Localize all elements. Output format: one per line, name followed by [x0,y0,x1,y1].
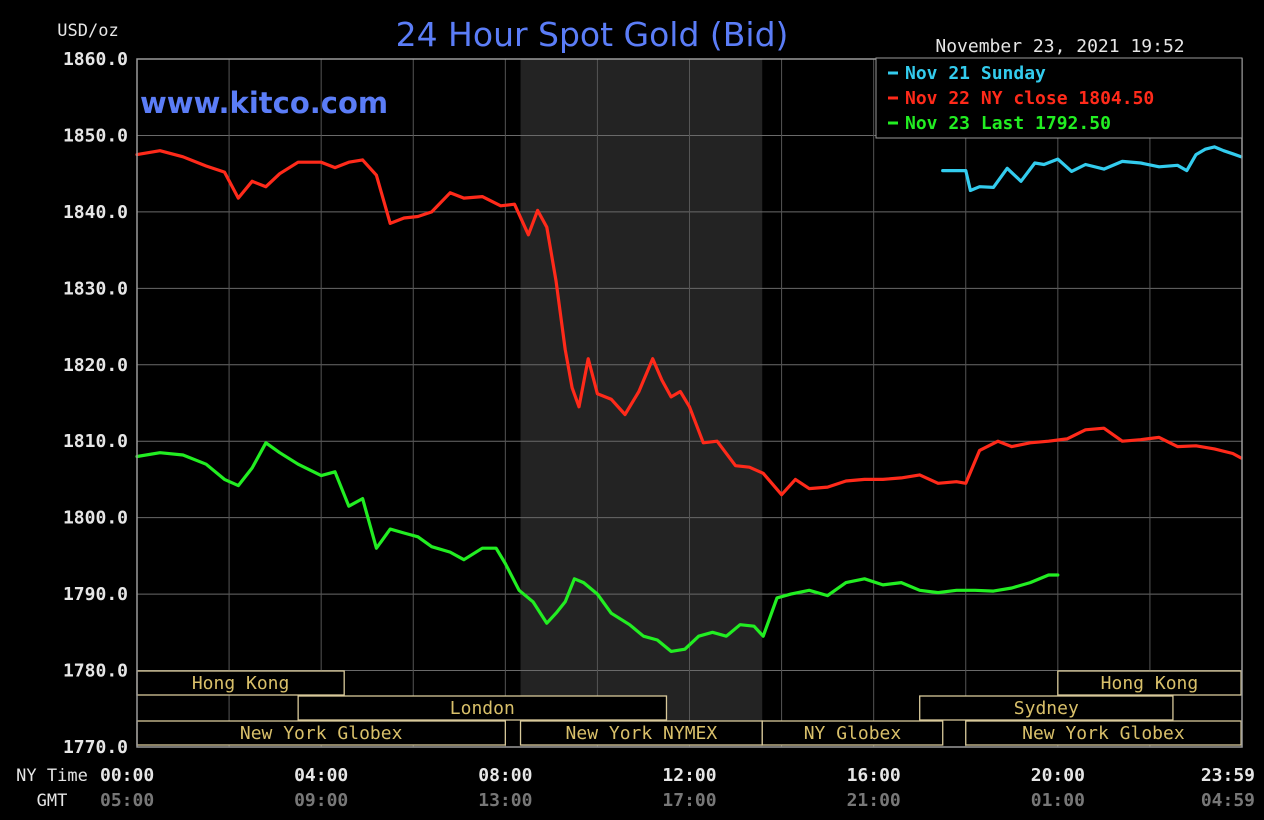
legend-entry: Nov 22 NY close 1804.50 [905,88,1154,109]
session-bar-box [761,720,944,746]
y-tick-label: 1770.0 [63,737,128,758]
y-tick-label: 1840.0 [63,202,128,223]
x-tick-label-ny: 12:00 [662,765,716,786]
session-bar: NY Globex [761,720,944,746]
x-tick-label-ny: 20:00 [1031,765,1085,786]
source-watermark: www.kitco.com [140,86,388,120]
legend-entry: Nov 21 Sunday [905,63,1046,84]
series-line-1 [135,149,1243,497]
session-bar-box [136,670,345,696]
legend-entry: Nov 23 Last 1792.50 [905,113,1111,134]
chart-title: 24 Hour Spot Gold (Bid) [396,15,789,54]
x-tick-label-gmt: 01:00 [1031,790,1085,811]
x-tick-label-ny: 08:00 [478,765,532,786]
y-tick-label: 1820.0 [63,355,128,376]
session-bar: Hong Kong [1057,670,1242,696]
session-bar-label: London [450,698,515,719]
x-tick-label-gmt: 21:00 [847,790,901,811]
x-tick-label-ny: 16:00 [847,765,901,786]
session-bar: Hong Kong [136,670,345,696]
y-tick-label: 1860.0 [63,49,128,70]
x-tick-label-gmt: 05:00 [100,790,154,811]
y-axis-unit-label: USD/oz [57,21,118,41]
session-bar-label: Hong Kong [192,673,290,694]
session-bar-label: Hong Kong [1101,673,1199,694]
session-bar-label: NY Globex [804,723,902,744]
session-bar-label: New York Globex [240,723,403,744]
session-bar-box [519,720,763,746]
ny-time-row-label: NY Time [16,766,88,786]
y-tick-label: 1830.0 [63,278,128,299]
x-tick-label-gmt: 17:00 [662,790,716,811]
session-bar: New York Globex [965,720,1242,746]
x-tick-label-ny: 23:59 [1201,765,1255,786]
y-tick-label: 1810.0 [63,431,128,452]
y-tick-label: 1850.0 [63,125,128,146]
series-line-0 [941,145,1243,193]
session-bar: Sydney [919,695,1174,721]
session-bar: New York Globex [136,720,506,746]
session-bar-box [919,695,1174,721]
y-tick-label: 1790.0 [63,584,128,605]
session-bar: London [297,695,668,721]
session-bar-label: New York Globex [1022,723,1185,744]
session-bar-box [297,695,668,721]
legend: Nov 21 Sunday Nov 22 NY close 1804.50 Nov … [875,57,1243,139]
y-tick-label: 1800.0 [63,508,128,529]
series-line-2 [135,441,1060,654]
x-tick-label-ny: 00:00 [100,765,154,786]
legend-box [875,57,1243,139]
x-tick-label-gmt: 09:00 [294,790,348,811]
session-bar-box [965,720,1242,746]
gmt-row-label: GMT [37,791,68,811]
session-bar-label: New York NYMEX [566,723,718,744]
x-tick-label-gmt: 04:59 [1201,790,1255,811]
y-tick-label: 1780.0 [63,661,128,682]
session-bar-box [1057,670,1242,696]
plot-frame [136,58,1243,748]
x-tick-label-gmt: 13:00 [478,790,532,811]
session-bar: New York NYMEX [519,720,763,746]
session-bar-label: Sydney [1014,698,1079,719]
shaded-session-band [520,59,763,747]
x-tick-label-ny: 04:00 [294,765,348,786]
chart-timestamp: November 23, 2021 19:52 [935,36,1184,57]
